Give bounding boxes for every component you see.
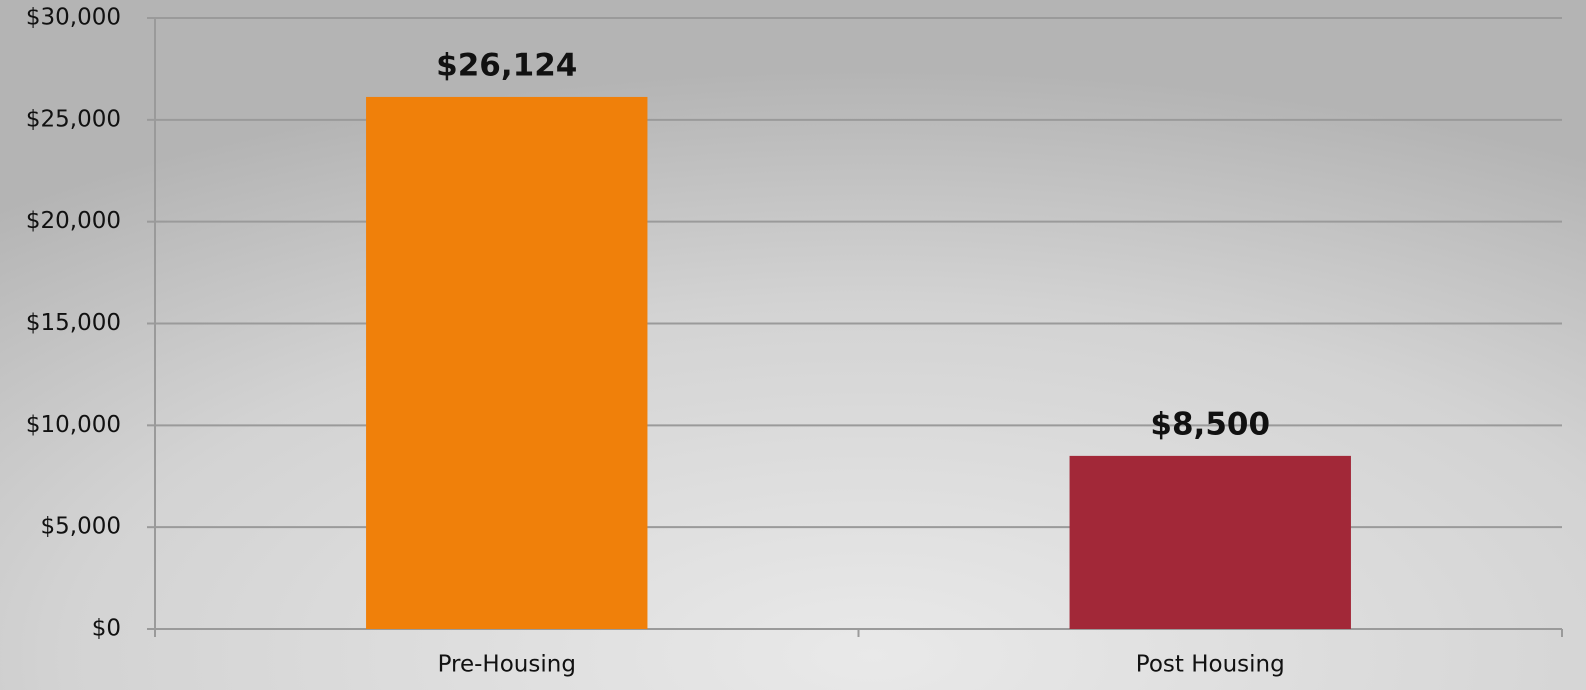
- data-label: $26,124: [436, 47, 577, 83]
- x-tick-label: Post Housing: [1136, 652, 1285, 678]
- y-tick-label: $5,000: [41, 514, 121, 540]
- y-tick-label: $15,000: [26, 310, 121, 336]
- y-tick-label: $20,000: [26, 208, 121, 234]
- y-tick-label: $0: [92, 616, 121, 642]
- x-tick-label: Pre-Housing: [438, 652, 576, 678]
- y-tick-label: $10,000: [26, 412, 121, 438]
- y-tick-label: $25,000: [26, 106, 121, 132]
- data-label: $8,500: [1150, 406, 1270, 442]
- y-tick-label: $30,000: [26, 5, 121, 31]
- bar: [1069, 455, 1351, 629]
- bar: [366, 96, 648, 629]
